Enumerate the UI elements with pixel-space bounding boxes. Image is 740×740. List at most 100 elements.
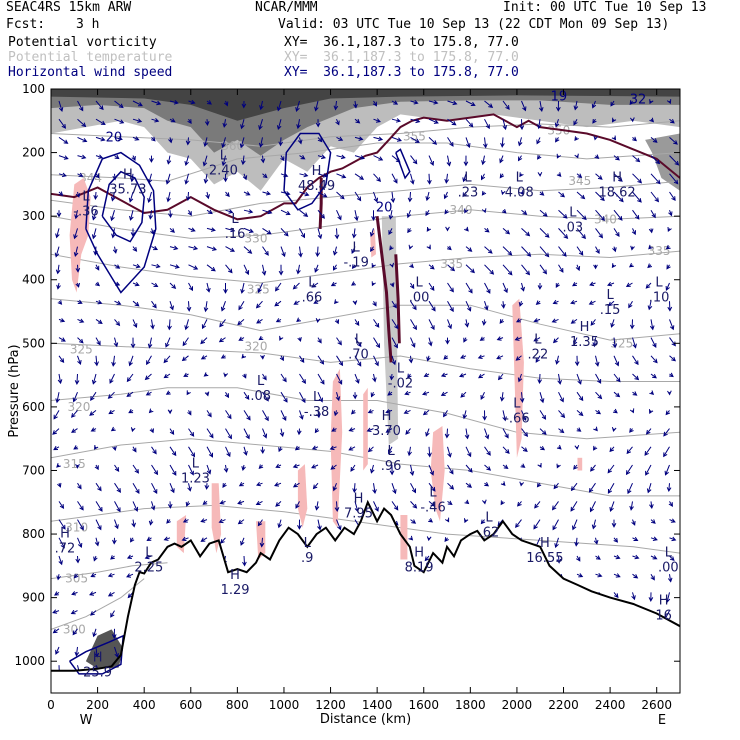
wind-vector [206, 446, 213, 458]
wind-vector [202, 555, 208, 564]
wind-vector [644, 646, 652, 655]
wind-vector [145, 391, 152, 396]
wind-vector [275, 501, 282, 507]
wind-vector [354, 210, 359, 222]
wind-vector [556, 555, 562, 564]
wind-vector [75, 282, 80, 288]
theta-label: 320 [68, 400, 91, 414]
wind-vector [150, 228, 155, 235]
wind-vector [558, 264, 564, 273]
wind-vector [447, 264, 456, 272]
wind-vector [575, 264, 581, 272]
wind-vector [52, 628, 60, 634]
wind-vector [669, 536, 677, 542]
wind-vector [500, 500, 505, 506]
extremum-high-marker: H [60, 527, 70, 542]
wind-vector [552, 519, 559, 531]
extremum-value: 18.62 [598, 186, 635, 201]
theta-isoline [51, 387, 680, 440]
wind-vector [276, 646, 282, 653]
wind-vector [422, 592, 430, 603]
wind-vector [299, 228, 305, 239]
wind-vector [478, 373, 485, 379]
wind-vector [312, 482, 319, 490]
wind-vector [114, 464, 120, 472]
theta-isoline [51, 142, 680, 182]
wind-vector [538, 574, 544, 581]
wind-vector [649, 682, 653, 686]
wind-vector [501, 592, 506, 600]
wind-vector [317, 391, 323, 403]
wind-vector [389, 646, 394, 657]
wind-vector [426, 226, 432, 232]
wind-vector [539, 228, 550, 238]
wind-vector [613, 155, 620, 161]
wind-vector [279, 428, 285, 438]
wind-vector [447, 137, 454, 147]
wind-vector [317, 191, 328, 198]
wind-vector [220, 354, 226, 359]
wind-vector [330, 628, 337, 638]
wind-vector [262, 173, 268, 179]
wind-vector [126, 373, 134, 383]
wind-vector [576, 209, 587, 221]
wind-vector [538, 100, 544, 113]
wind-vector [220, 301, 226, 312]
theta-isoline [51, 250, 680, 284]
wind-vector [446, 245, 452, 251]
wind-vector [188, 610, 194, 622]
wind-vector [93, 555, 98, 562]
wind-vector [372, 373, 377, 383]
extremum-high-marker: H [93, 651, 103, 666]
extremum-high-marker: H [354, 492, 364, 507]
y-axis-label: Pressure (hPa) [7, 344, 22, 437]
wind-vector [593, 426, 598, 432]
wind-vector [391, 319, 399, 330]
wind-vector [169, 100, 179, 105]
wind-vector [447, 282, 454, 293]
wind-vector [334, 683, 338, 691]
plot-frame [50, 88, 681, 694]
wind-vector [447, 319, 452, 330]
center-name: NCAR/MMM [255, 0, 318, 15]
wind-vector [90, 610, 97, 616]
wind-vector [389, 464, 395, 476]
wind-vector [440, 573, 448, 585]
wind-vector [629, 428, 634, 433]
wind-vector [627, 482, 633, 495]
wind-vector [182, 555, 189, 562]
wind-vector [311, 646, 319, 657]
wind-vector [132, 136, 140, 141]
wind-vector [482, 410, 487, 421]
wind-vector [501, 208, 507, 214]
wind-vector [442, 592, 448, 604]
wind-vector [462, 173, 467, 183]
wind-vector [332, 610, 337, 616]
wind-vector [500, 301, 506, 309]
wind-vector [613, 573, 621, 578]
wind-vector [373, 537, 380, 543]
wind-vector [169, 483, 175, 494]
wind-vector [132, 281, 140, 287]
negative-pv-region [577, 457, 583, 471]
wind-vector [54, 591, 60, 596]
wind-vector [408, 535, 414, 541]
wind-vector [237, 319, 245, 326]
wind-vector [317, 355, 325, 365]
wind-vector [460, 391, 467, 398]
wind-vector [107, 572, 115, 578]
wind-vector [132, 446, 137, 453]
wind-vector [299, 573, 307, 581]
wind-vector [428, 137, 438, 145]
wind-vector [348, 446, 356, 451]
wind-vector [650, 155, 661, 165]
wind-vector [240, 537, 245, 546]
negative-pv-region [176, 515, 187, 554]
tropopause-fold [375, 216, 393, 363]
wind-vector [632, 173, 643, 184]
wind-vector [113, 337, 119, 348]
wind-vector [333, 100, 339, 111]
extremum-value: .15 [600, 303, 621, 318]
wind-vector [262, 609, 268, 615]
wind-vector [77, 482, 82, 490]
